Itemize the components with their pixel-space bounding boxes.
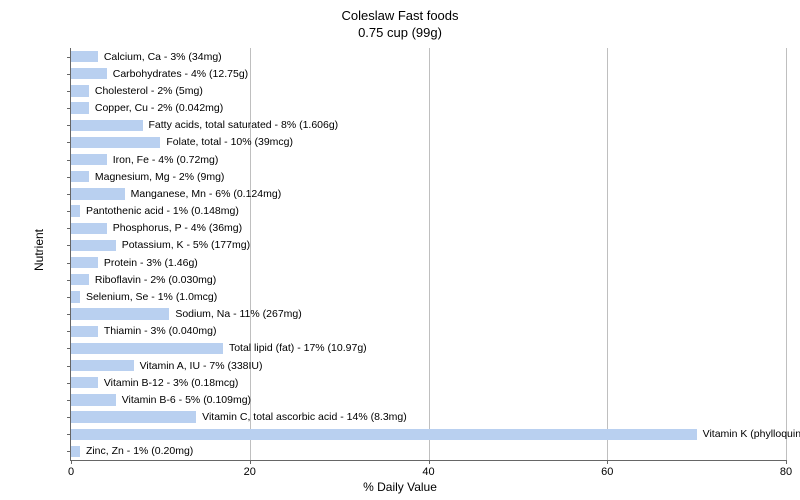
nutrient-bar-label: Cholesterol - 2% (5mg)	[95, 86, 203, 97]
nutrient-bar	[71, 429, 697, 440]
nutrient-bar	[71, 326, 98, 337]
nutrient-bar	[71, 205, 80, 216]
nutrient-bar	[71, 308, 169, 319]
nutrient-bar	[71, 377, 98, 388]
nutrient-bar-label: Carbohydrates - 4% (12.75g)	[113, 69, 248, 80]
nutrient-bar-label: Selenium, Se - 1% (1.0mcg)	[86, 292, 217, 303]
nutrient-bar	[71, 188, 125, 199]
nutrient-bar	[71, 291, 80, 302]
x-tick-mark	[250, 460, 251, 464]
nutrient-bar-label: Potassium, K - 5% (177mg)	[122, 240, 250, 251]
nutrient-bar-label: Vitamin K (phylloquinone) - 70% (56.4mcg…	[703, 429, 800, 440]
nutrient-bar-label: Iron, Fe - 4% (0.72mg)	[113, 155, 219, 166]
x-tick-label: 40	[422, 466, 434, 478]
nutrient-chart: Coleslaw Fast foods 0.75 cup (99g) 02040…	[0, 0, 800, 500]
x-tick-mark	[607, 460, 608, 464]
x-tick-label: 80	[780, 466, 792, 478]
nutrient-bar-label: Copper, Cu - 2% (0.042mg)	[95, 103, 223, 114]
gridline	[607, 48, 608, 460]
nutrient-bar-label: Folate, total - 10% (39mcg)	[166, 137, 293, 148]
plot-area: 020406080Calcium, Ca - 3% (34mg)Carbohyd…	[70, 48, 786, 461]
nutrient-bar-label: Pantothenic acid - 1% (0.148mg)	[86, 206, 239, 217]
nutrient-bar	[71, 171, 89, 182]
nutrient-bar-label: Magnesium, Mg - 2% (9mg)	[95, 172, 225, 183]
x-tick-label: 0	[68, 466, 74, 478]
title-line-1: Coleslaw Fast foods	[0, 8, 800, 25]
nutrient-bar-label: Vitamin B-12 - 3% (0.18mcg)	[104, 378, 239, 389]
nutrient-bar-label: Vitamin A, IU - 7% (338IU)	[140, 361, 263, 372]
nutrient-bar-label: Riboflavin - 2% (0.030mg)	[95, 275, 216, 286]
x-tick-label: 20	[244, 466, 256, 478]
nutrient-bar	[71, 120, 143, 131]
nutrient-bar-label: Thiamin - 3% (0.040mg)	[104, 326, 217, 337]
nutrient-bar	[71, 446, 80, 457]
nutrient-bar	[71, 240, 116, 251]
nutrient-bar-label: Manganese, Mn - 6% (0.124mg)	[131, 189, 282, 200]
nutrient-bar	[71, 68, 107, 79]
x-axis-label: % Daily Value	[363, 480, 437, 494]
x-tick-label: 60	[601, 466, 613, 478]
nutrient-bar-label: Sodium, Na - 11% (267mg)	[175, 309, 301, 320]
y-axis-label: Nutrient	[32, 229, 46, 271]
gridline	[786, 48, 787, 460]
x-tick-mark	[429, 460, 430, 464]
x-tick-mark	[786, 460, 787, 464]
nutrient-bar	[71, 51, 98, 62]
nutrient-bar	[71, 343, 223, 354]
chart-title: Coleslaw Fast foods 0.75 cup (99g)	[0, 0, 800, 42]
nutrient-bar	[71, 360, 134, 371]
nutrient-bar-label: Vitamin B-6 - 5% (0.109mg)	[122, 395, 251, 406]
x-tick-mark	[71, 460, 72, 464]
nutrient-bar-label: Phosphorus, P - 4% (36mg)	[113, 223, 242, 234]
nutrient-bar	[71, 137, 160, 148]
nutrient-bar	[71, 223, 107, 234]
nutrient-bar-label: Calcium, Ca - 3% (34mg)	[104, 52, 222, 63]
nutrient-bar	[71, 274, 89, 285]
gridline	[429, 48, 430, 460]
nutrient-bar	[71, 394, 116, 405]
nutrient-bar-label: Vitamin C, total ascorbic acid - 14% (8.…	[202, 412, 407, 423]
nutrient-bar-label: Total lipid (fat) - 17% (10.97g)	[229, 343, 367, 354]
nutrient-bar-label: Zinc, Zn - 1% (0.20mg)	[86, 446, 193, 457]
nutrient-bar	[71, 102, 89, 113]
nutrient-bar	[71, 411, 196, 422]
nutrient-bar	[71, 257, 98, 268]
nutrient-bar	[71, 154, 107, 165]
title-line-2: 0.75 cup (99g)	[0, 25, 800, 42]
nutrient-bar	[71, 85, 89, 96]
nutrient-bar-label: Fatty acids, total saturated - 8% (1.606…	[149, 120, 339, 131]
nutrient-bar-label: Protein - 3% (1.46g)	[104, 258, 198, 269]
